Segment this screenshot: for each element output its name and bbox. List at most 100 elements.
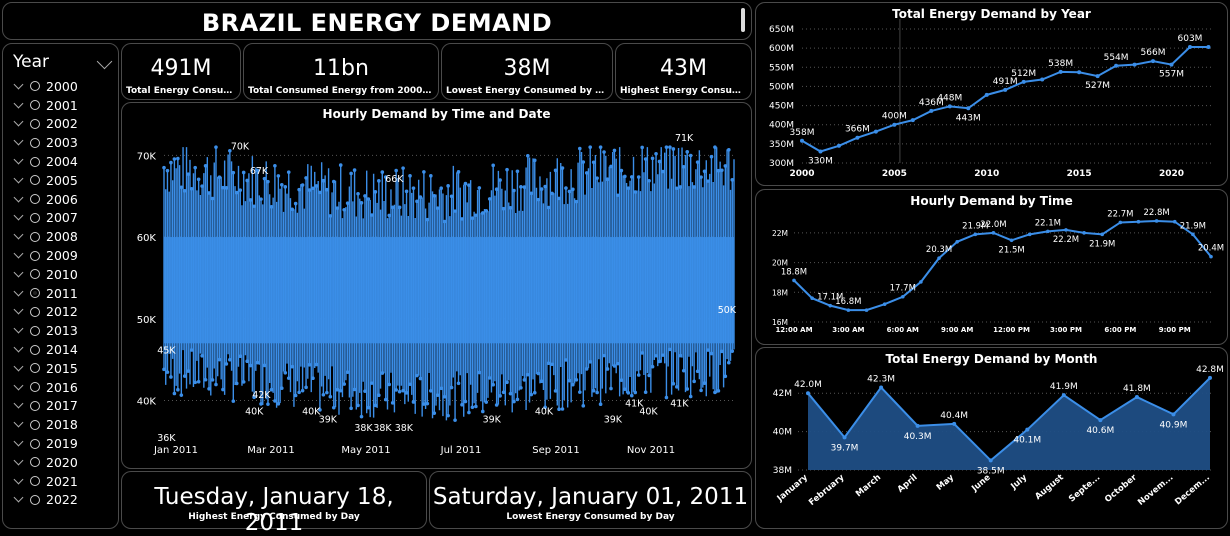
data-label: 41.8M (1123, 384, 1151, 394)
slicer-item-2017[interactable]: 2017 (13, 397, 78, 416)
slicer-item-2007[interactable]: 2007 (13, 209, 78, 228)
radio-button[interactable] (30, 269, 40, 280)
slicer-item-2012[interactable]: 2012 (13, 303, 78, 322)
slicer-item-2011[interactable]: 2011 (13, 284, 78, 303)
radio-button[interactable] (30, 400, 40, 411)
hourly-time-chart: Hourly Demand by Time 16M 18M 20M 22M 12:00 … (755, 189, 1228, 345)
radio-button[interactable] (30, 231, 40, 242)
chevron-down-icon[interactable] (13, 229, 24, 240)
data-point (591, 388, 596, 393)
radio-button[interactable] (30, 212, 40, 223)
slicer-item-2014[interactable]: 2014 (13, 340, 78, 359)
data-point (619, 168, 624, 173)
chevron-down-icon[interactable] (13, 173, 24, 184)
slicer-item-2002[interactable]: 2002 (13, 115, 78, 134)
chevron-down-icon[interactable] (13, 211, 24, 221)
data-point (411, 186, 416, 190)
radio-button[interactable] (30, 494, 40, 505)
slicer-item-2022[interactable]: 2022 (13, 491, 78, 510)
slicer-item-2021[interactable]: 2021 (13, 472, 78, 491)
radio-button[interactable] (30, 325, 40, 336)
data-point (432, 193, 437, 198)
hourly-date-plot[interactable]: 40K 50K 60K 70K Jan 2011 Mar 2011 May 2011 Jul … (122, 103, 751, 468)
slicer-item-2005[interactable]: 2005 (13, 171, 78, 190)
slicer-item-2015[interactable]: 2015 (13, 359, 78, 378)
x-tick-label: 2000 (789, 169, 814, 179)
radio-button[interactable] (30, 118, 40, 129)
chevron-down-icon[interactable] (13, 267, 24, 278)
data-point (882, 302, 887, 306)
data-point (988, 458, 993, 463)
chevron-down-icon[interactable] (13, 455, 24, 466)
slicer-item-2009[interactable]: 2009 (13, 246, 78, 265)
chevron-down-icon[interactable] (13, 361, 24, 372)
radio-button[interactable] (30, 81, 40, 92)
radio-button[interactable] (30, 137, 40, 148)
chevron-down-icon[interactable] (13, 323, 24, 334)
radio-button[interactable] (30, 288, 40, 299)
chevron-down-icon[interactable] (13, 474, 24, 485)
slicer-item-2001[interactable]: 2001 (13, 96, 78, 115)
chevron-down-icon[interactable] (13, 192, 24, 203)
yearly-plot[interactable]: 300M 350M 400M 450M 500M 550M 600M 650M 2000 2005… (756, 3, 1227, 185)
chevron-down-icon[interactable] (13, 154, 24, 165)
slicer-item-2004[interactable]: 2004 (13, 152, 78, 171)
data-point (571, 187, 575, 192)
data-point (442, 394, 447, 399)
radio-button[interactable] (30, 156, 40, 167)
data-point (311, 376, 315, 381)
data-point (193, 380, 197, 385)
radio-button[interactable] (30, 175, 40, 186)
data-point (553, 389, 558, 393)
slicer-item-2016[interactable]: 2016 (13, 378, 78, 397)
data-point (553, 168, 558, 173)
chevron-down-icon[interactable] (13, 79, 24, 90)
chevron-down-icon[interactable] (13, 492, 24, 503)
chevron-down-icon[interactable] (13, 248, 24, 259)
chevron-down-icon[interactable] (13, 135, 24, 146)
chevron-down-icon[interactable] (13, 117, 24, 127)
slicer-item-label: 2016 (46, 379, 78, 395)
data-point (397, 205, 402, 210)
radio-button[interactable] (30, 306, 40, 317)
radio-button[interactable] (30, 382, 40, 393)
slicer-item-2000[interactable]: 2000 (13, 77, 78, 96)
slicer-item-2018[interactable]: 2018 (13, 415, 78, 434)
slicer-item-2006[interactable]: 2006 (13, 190, 78, 209)
hourly-time-plot[interactable]: 16M 18M 20M 22M 12:00 AM 3:00 AM 6:00 AM 9:00 A… (756, 190, 1227, 344)
data-point (1151, 59, 1156, 64)
y-tick-label: 18M (772, 288, 788, 297)
slicer-item-2019[interactable]: 2019 (13, 434, 78, 453)
data-point (290, 207, 295, 212)
chevron-down-icon[interactable] (13, 436, 24, 447)
data-point (224, 362, 229, 366)
highest-day-card: Tuesday, January 18, 2011 Highest Energy… (121, 471, 427, 536)
radio-button[interactable] (30, 438, 40, 449)
radio-button[interactable] (30, 457, 40, 468)
chevron-down-icon[interactable] (13, 380, 24, 391)
chevron-down-icon[interactable] (13, 286, 24, 297)
radio-button[interactable] (30, 250, 40, 261)
slicer-item-2013[interactable]: 2013 (13, 321, 78, 340)
chevron-down-icon[interactable] (13, 398, 24, 409)
slicer-item-2008[interactable]: 2008 (13, 227, 78, 246)
data-point (626, 391, 631, 395)
chevron-down-icon[interactable] (13, 98, 24, 109)
slicer-item-2020[interactable]: 2020 (13, 453, 78, 472)
chevron-down-icon[interactable] (13, 305, 24, 315)
radio-button[interactable] (30, 476, 40, 487)
chevron-down-icon[interactable] (96, 53, 113, 70)
radio-button[interactable] (30, 419, 40, 430)
data-point (228, 357, 232, 362)
slicer-item-2010[interactable]: 2010 (13, 265, 78, 284)
radio-button[interactable] (30, 194, 40, 205)
data-label: 538M (1048, 59, 1073, 69)
chevron-down-icon[interactable] (13, 417, 24, 428)
radio-button[interactable] (30, 344, 40, 355)
chevron-down-icon[interactable] (13, 342, 24, 353)
radio-button[interactable] (30, 363, 40, 374)
scrollbar-thumb[interactable] (741, 8, 745, 32)
slicer-item-2003[interactable]: 2003 (13, 133, 78, 152)
radio-button[interactable] (30, 100, 40, 111)
